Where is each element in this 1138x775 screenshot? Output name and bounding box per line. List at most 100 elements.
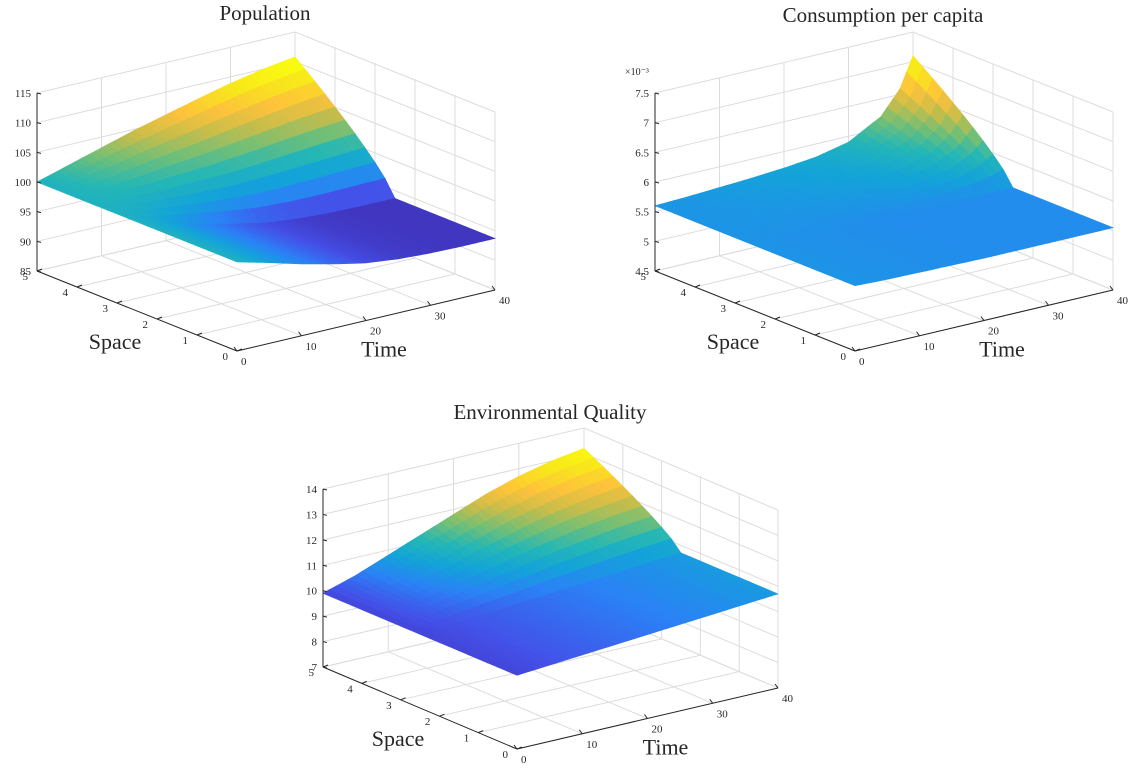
y-tick <box>694 284 701 288</box>
x-tick <box>644 714 648 719</box>
z-tick-label: 100 <box>15 177 32 189</box>
z-tick <box>654 122 660 125</box>
y-tick <box>322 664 329 668</box>
x-tick <box>491 285 496 291</box>
y-tick-label: 0 <box>503 749 509 761</box>
y-tick-label: 0 <box>841 351 847 363</box>
y-tick <box>361 680 367 684</box>
grid-line-y <box>774 80 1034 320</box>
y-tick-label: 2 <box>425 716 431 728</box>
x-axis-label: Time <box>979 337 1025 362</box>
z-tick <box>654 211 660 214</box>
x-tick-label: 40 <box>1117 295 1129 307</box>
y-tick <box>156 316 163 320</box>
z-tick-label: 14 <box>306 484 318 496</box>
y-tick-label: 1 <box>801 335 807 347</box>
y-tick-label: 1 <box>464 733 470 745</box>
z-tick <box>322 539 328 542</box>
y-tick-label: 5 <box>641 271 647 283</box>
y-tick <box>814 332 821 336</box>
x-tick <box>774 683 779 689</box>
z-tick-label: 12 <box>306 535 317 547</box>
surface-patch <box>843 280 863 287</box>
y-tick <box>76 284 83 288</box>
x-tick-label: 0 <box>521 754 527 766</box>
surface-patch <box>506 668 525 676</box>
y-tick <box>516 746 523 750</box>
y-axis-label: Space <box>707 329 760 354</box>
x-tick-label: 30 <box>1053 310 1065 322</box>
y-tick-label: 5 <box>23 271 29 283</box>
z-tick <box>36 240 42 243</box>
x-tick <box>851 346 856 352</box>
y-tick <box>854 348 861 352</box>
x-tick-label: 10 <box>306 341 318 353</box>
y-axis-line <box>654 270 856 352</box>
y-tick <box>478 730 484 734</box>
x-tick <box>427 300 431 306</box>
grid-line-y <box>400 460 663 701</box>
y-tick-label: 2 <box>143 319 149 331</box>
x-tick-label: 30 <box>435 310 447 322</box>
x-axis-label: Time <box>361 337 407 362</box>
z-tick <box>322 590 328 593</box>
z-tick-label: 90 <box>20 236 32 248</box>
y-tick-label: 3 <box>103 303 109 315</box>
y-axis-label: Space <box>372 726 425 751</box>
y-tick <box>236 348 243 352</box>
y-tick <box>654 268 661 272</box>
y-tick <box>116 300 123 304</box>
z-tick <box>36 92 42 95</box>
y-tick-label: 4 <box>681 287 687 299</box>
axes: 4.555.566.577.5010203040012345TimeSpace×… <box>625 67 1129 368</box>
y-tick-label: 1 <box>183 335 189 347</box>
y-tick-label: 4 <box>63 287 69 299</box>
z-tick <box>322 488 328 491</box>
grid-line-y <box>156 80 416 320</box>
x-tick <box>362 316 367 321</box>
panel-population: Population 85 90 95 100 105 110 115 0 10 20 30 40 0 1… <box>15 1 511 368</box>
surface <box>36 56 496 265</box>
z-tick-label: 4.5 <box>635 266 649 278</box>
x-tick-label: 30 <box>717 708 729 720</box>
x-tick-label: 0 <box>859 356 865 368</box>
z-tick <box>322 641 328 644</box>
z-tick-label: 95 <box>20 207 32 219</box>
x-tick-label: 10 <box>924 341 936 353</box>
z-tick-label: 5.5 <box>635 207 649 219</box>
z-tick <box>654 181 660 184</box>
surface-patch <box>226 257 244 263</box>
y-tick <box>774 316 781 320</box>
y-tick <box>36 268 43 272</box>
x-tick-label: 40 <box>782 693 794 705</box>
z-tick <box>654 151 660 154</box>
grid-line-y <box>196 96 456 336</box>
x-tick <box>233 346 238 352</box>
x-tick <box>298 331 302 337</box>
axes: 85 90 95 100 105 110 115 0 10 20 30 40 0 1 2 3 4 5 Time Spa… <box>15 88 511 368</box>
panel-body: 4.555.566.577.5010203040012345TimeSpace×… <box>625 31 1129 368</box>
x-tick <box>513 744 518 750</box>
z-tick-label: 11 <box>306 560 317 572</box>
grid-line-z <box>654 31 1114 113</box>
z-tick-label: 9 <box>312 611 318 623</box>
chart-title: Environmental Quality <box>453 400 647 424</box>
z-tick <box>36 122 42 125</box>
z-tick <box>36 181 42 184</box>
x-tick <box>578 729 583 735</box>
x-tick <box>709 698 714 704</box>
z-tick-label: 105 <box>15 147 32 159</box>
z-tick-label: 7.5 <box>635 88 649 100</box>
surface <box>654 55 1115 287</box>
y-axis-line <box>36 270 238 352</box>
z-tick <box>322 564 328 567</box>
grid-line-y <box>439 477 701 717</box>
y-tick <box>400 697 406 701</box>
z-tick <box>654 92 660 95</box>
y-tick-label: 3 <box>386 700 392 712</box>
panel-body: 85 90 95 100 105 110 115 0 10 20 30 40 0 1 2 3 4 5 Time Spa… <box>15 31 511 368</box>
x-axis-label: Time <box>643 735 689 760</box>
